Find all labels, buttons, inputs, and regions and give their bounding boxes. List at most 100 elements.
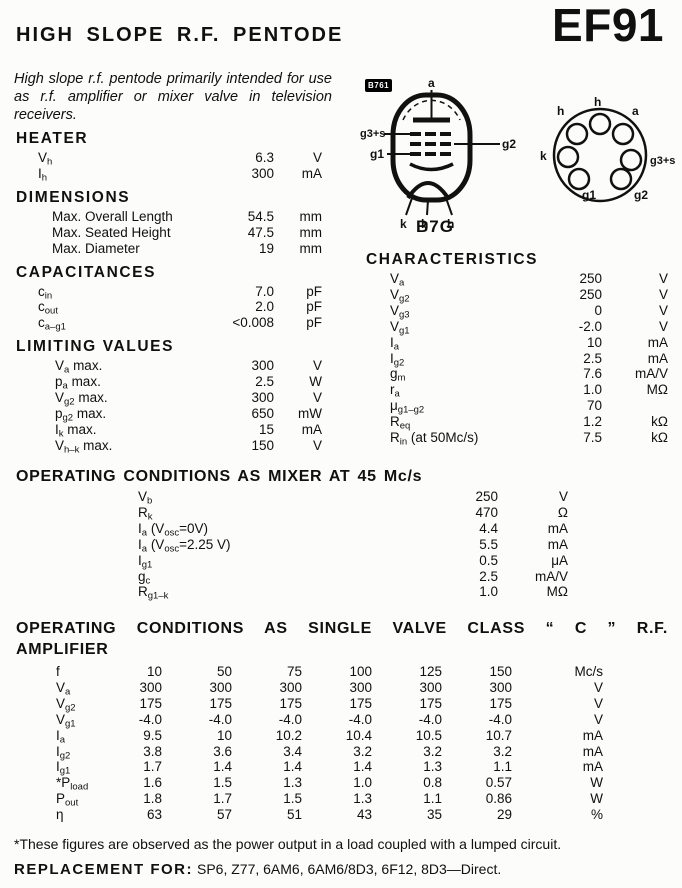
spec-unit: V <box>658 286 668 302</box>
spec-label: Vb <box>138 489 153 507</box>
spec-label: Ik max. <box>55 421 97 440</box>
spec-row: η 63 57 51 43 35 29% <box>16 807 668 823</box>
dimensions-heading: DIMENSIONS <box>16 188 131 206</box>
spec-value: 1.4 <box>353 759 372 775</box>
spec-row: Ig1 1.7 1.4 1.4 1.4 1.3 1.1 mA <box>16 759 668 776</box>
spec-row: gm 7.6 mA/V <box>366 366 668 384</box>
spec-value: 29 <box>496 807 512 823</box>
spec-row: Vg1 -2.0 V <box>366 318 668 336</box>
spec-value: 300 <box>349 679 372 695</box>
spec-label: pg2 max. <box>55 405 107 424</box>
spec-value: 0.57 <box>485 775 512 791</box>
spec-row: Max. Overall Length 54.5 mm <box>16 209 322 225</box>
spec-value: 300 <box>251 165 274 181</box>
spec-value: 1.7 <box>213 791 232 807</box>
spec-row: Max. Diameter 19 mm <box>16 241 322 257</box>
spec-unit: V <box>312 437 322 453</box>
heater-pin-label: h <box>447 217 455 231</box>
spec-value: 1.4 <box>283 759 302 775</box>
spec-label: pa max. <box>55 374 101 392</box>
spec-row: Ia (Vosc=2.25 V) 5.5 mA <box>16 537 568 554</box>
mixer-spec-list: Vb 250 V Rk 470 Ω Ia (Vosc=0V) 4.4 mA Ia (Vosc=2.… <box>16 489 568 601</box>
spec-row: Vg2 max. 300 V <box>16 390 322 407</box>
spec-label: ra <box>390 382 400 400</box>
spec-value: 63 <box>146 807 162 823</box>
spec-value: -2.0 <box>578 318 602 334</box>
section-heater: HEATER Vh 6.3 V Ih 300 mA <box>16 130 322 183</box>
spec-value: 150 <box>251 437 274 453</box>
spec-value: 250 <box>475 489 498 504</box>
spec-value: 7.6 <box>583 366 602 382</box>
class-c-table: f 10 50 75 100 125 150 Mc/s Va 300 300 300 300 300 300… <box>16 664 668 823</box>
spec-unit: pF <box>306 283 322 299</box>
spec-value: 3.2 <box>493 743 512 759</box>
type-badge: B761 <box>365 79 393 92</box>
spec-row: Max. Seated Height 47.5 mm <box>16 225 322 241</box>
spec-value: <0.008 <box>232 315 274 331</box>
spec-unit <box>602 398 668 414</box>
spec-value: 175 <box>139 695 162 711</box>
spec-row: cin 7.0 pF <box>16 283 322 302</box>
spec-value: 125 <box>419 664 442 679</box>
class-c-heading-line1: OPERATING CONDITIONS AS SINGLE VALVE CLA… <box>16 620 668 637</box>
base-pin-h-left-label: h <box>557 104 565 118</box>
spec-value: 1.0 <box>583 382 602 398</box>
section-dimensions: DIMENSIONS Max. Overall Length 54.5 mm Max.… <box>16 189 322 257</box>
spec-value: 1.1 <box>493 759 512 775</box>
spec-value: 9.5 <box>143 727 162 743</box>
spec-value: 3.2 <box>423 743 442 759</box>
spec-value: 1.1 <box>423 791 442 807</box>
spec-label: gm <box>390 366 406 384</box>
spec-unit: V <box>658 271 668 286</box>
heater-heading: HEATER <box>16 130 89 147</box>
grid1-label: g1 <box>370 147 385 161</box>
spec-row: pg2 max. 650 mW <box>16 405 322 424</box>
spec-unit: mW <box>298 405 322 421</box>
replacement-line: REPLACEMENT FOR: SP6, Z77, 6AM6, 6AM6/8D3… <box>14 861 501 878</box>
footnote-text: *These figures are observed as the power… <box>14 836 562 852</box>
spec-label: μg1–g2 <box>390 398 425 416</box>
spec-value: 300 <box>279 679 302 695</box>
spec-label: Va max. <box>55 358 103 376</box>
spec-value: 300 <box>489 679 512 695</box>
spec-value: 54.5 <box>247 208 274 224</box>
spec-value: 70 <box>586 398 602 414</box>
spec-value: 175 <box>279 695 302 711</box>
spec-value: 1.3 <box>353 791 372 807</box>
spec-unit: V <box>593 695 603 711</box>
spec-row: ra 1.0 MΩ <box>366 382 668 400</box>
spec-row: pa max. 2.5 W <box>16 374 322 392</box>
left-column: HEATER Vh 6.3 V Ih 300 mA DIMENSIONS Max. Ove… <box>16 130 322 455</box>
spec-value: 10.5 <box>415 727 442 743</box>
spec-label: Vg2 <box>56 695 76 714</box>
spec-value: 1.4 <box>213 759 232 775</box>
spec-row: Va max. 300 V <box>16 358 322 376</box>
spec-value: 1.7 <box>143 759 162 775</box>
heater-pin-label: h <box>421 217 429 231</box>
spec-value: 6.3 <box>255 150 274 165</box>
spec-value: 1.2 <box>583 414 602 430</box>
spec-value: 2.5 <box>583 350 602 366</box>
heater-spec-list: Vh 6.3 V Ih 300 mA <box>16 150 322 183</box>
spec-unit: V <box>312 358 322 374</box>
spec-unit: V <box>312 150 322 165</box>
spec-value: 1.8 <box>143 791 162 807</box>
spec-label: Ig2 <box>56 743 71 762</box>
spec-unit: W <box>590 775 603 791</box>
spec-value: 4.4 <box>479 520 498 536</box>
spec-unit: mm <box>299 208 323 224</box>
spec-row: Ia 9.5 10 10.2 10.4 10.5 10.7 mA <box>16 727 668 745</box>
spec-unit: % <box>590 807 603 823</box>
grid-electrodes <box>410 132 451 156</box>
spec-value: 47.5 <box>247 224 274 240</box>
characteristics-heading: CHARACTERISTICS <box>366 251 539 268</box>
capacitances-heading: CAPACITANCES <box>16 263 157 281</box>
section-characteristics: CHARACTERISTICS Va 250 V Vg2 250 V Vg3 0 V Vg1 -2.… <box>366 251 668 447</box>
spec-value: 175 <box>489 695 512 711</box>
spec-value: 3.2 <box>353 743 372 759</box>
spec-row: Va 300 300 300 300 300 300 V <box>16 679 668 697</box>
spec-value: 7.0 <box>255 283 274 299</box>
grid3-label: g3+s <box>360 128 386 140</box>
spec-label: cin <box>38 283 53 302</box>
spec-row: Vg2 175 175 175 175 175 175 V <box>16 695 668 714</box>
